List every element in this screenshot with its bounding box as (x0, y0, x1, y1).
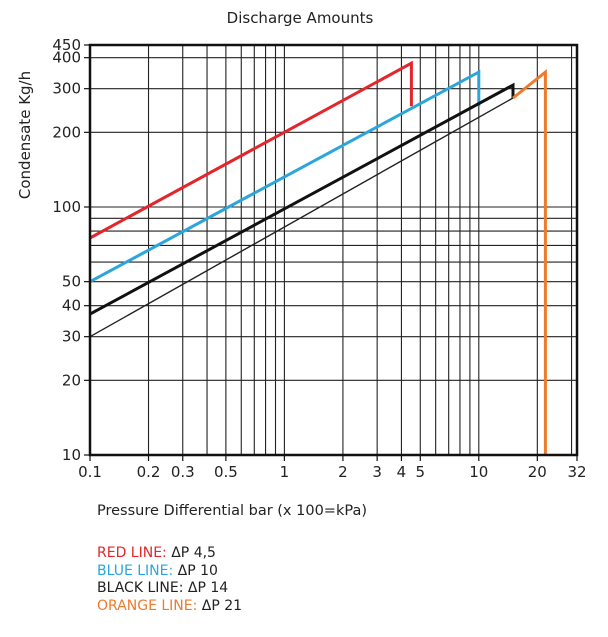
y-tick-label: 200 (52, 123, 81, 141)
plot-frame (88, 43, 579, 457)
series-3 (89, 97, 514, 338)
y-tick-label: 10 (62, 446, 81, 464)
x-tick-label: 0.1 (78, 463, 102, 481)
legend-black-name: BLACK LINE: (97, 580, 184, 596)
x-tick-label: 20 (528, 463, 547, 481)
x-axis-label: Pressure Differential bar (x 100=kPa) (97, 503, 367, 519)
legend-orange-value: ΔP 21 (201, 597, 243, 614)
legend-black-value: ΔP 14 (187, 580, 229, 596)
tick-labels: 0.1 0.2 0.3 0.5 1 2 3 4 5 10 20 32 10 20 30 40 50 100 200 3… (52, 36, 586, 481)
legend-entry-red: RED LINE: ΔP 4,5 (97, 545, 242, 563)
y-tick-label: 40 (62, 297, 81, 315)
legend-entry-blue: BLUE LINE: ΔP 10 (97, 563, 242, 581)
legend-blue-name: BLUE LINE: (97, 562, 174, 579)
legend-orange-name: ORANGE LINE: (97, 597, 198, 614)
y-tick-label: 400 (52, 49, 81, 67)
y-tick-label: 30 (62, 328, 81, 346)
red-line (89, 60, 413, 240)
legend-red-value: ΔP 4,5 (171, 545, 216, 561)
x-tick-label: 1 (280, 463, 290, 481)
y-tick-label: 20 (62, 371, 81, 389)
y-tick-label: 300 (52, 80, 81, 98)
orange-line (512, 68, 547, 455)
legend: RED LINE: ΔP 4,5 BLUE LINE: ΔP 10 BLACK … (97, 545, 242, 615)
legend-entry-black: BLACK LINE: ΔP 14 (97, 580, 242, 598)
x-tick-label: 10 (469, 463, 488, 481)
legend-red-name: RED LINE: (97, 545, 167, 561)
x-tick-label: 2 (338, 463, 348, 481)
black-line (89, 82, 515, 316)
x-tick-label: 0.5 (214, 463, 238, 481)
x-tick-label: 32 (567, 463, 586, 481)
x-tick-label: 3 (372, 463, 382, 481)
legend-entry-orange: ORANGE LINE: ΔP 21 (97, 598, 242, 616)
x-tick-label: 0.3 (171, 463, 195, 481)
series-group (89, 60, 547, 455)
legend-blue-value: ΔP 10 (177, 562, 218, 579)
blue-line (89, 69, 481, 284)
y-tick-label: 100 (52, 198, 81, 216)
chart-title: Discharge Amounts (227, 9, 374, 27)
y-tick-label: 50 (62, 273, 81, 291)
y-axis-label: Condensate Kg/h (16, 71, 34, 199)
x-tick-label: 0.2 (137, 463, 161, 481)
x-tick-label: 4 (397, 463, 407, 481)
y-tick-label: 450 (52, 36, 81, 54)
x-tick-label: 5 (416, 463, 426, 481)
